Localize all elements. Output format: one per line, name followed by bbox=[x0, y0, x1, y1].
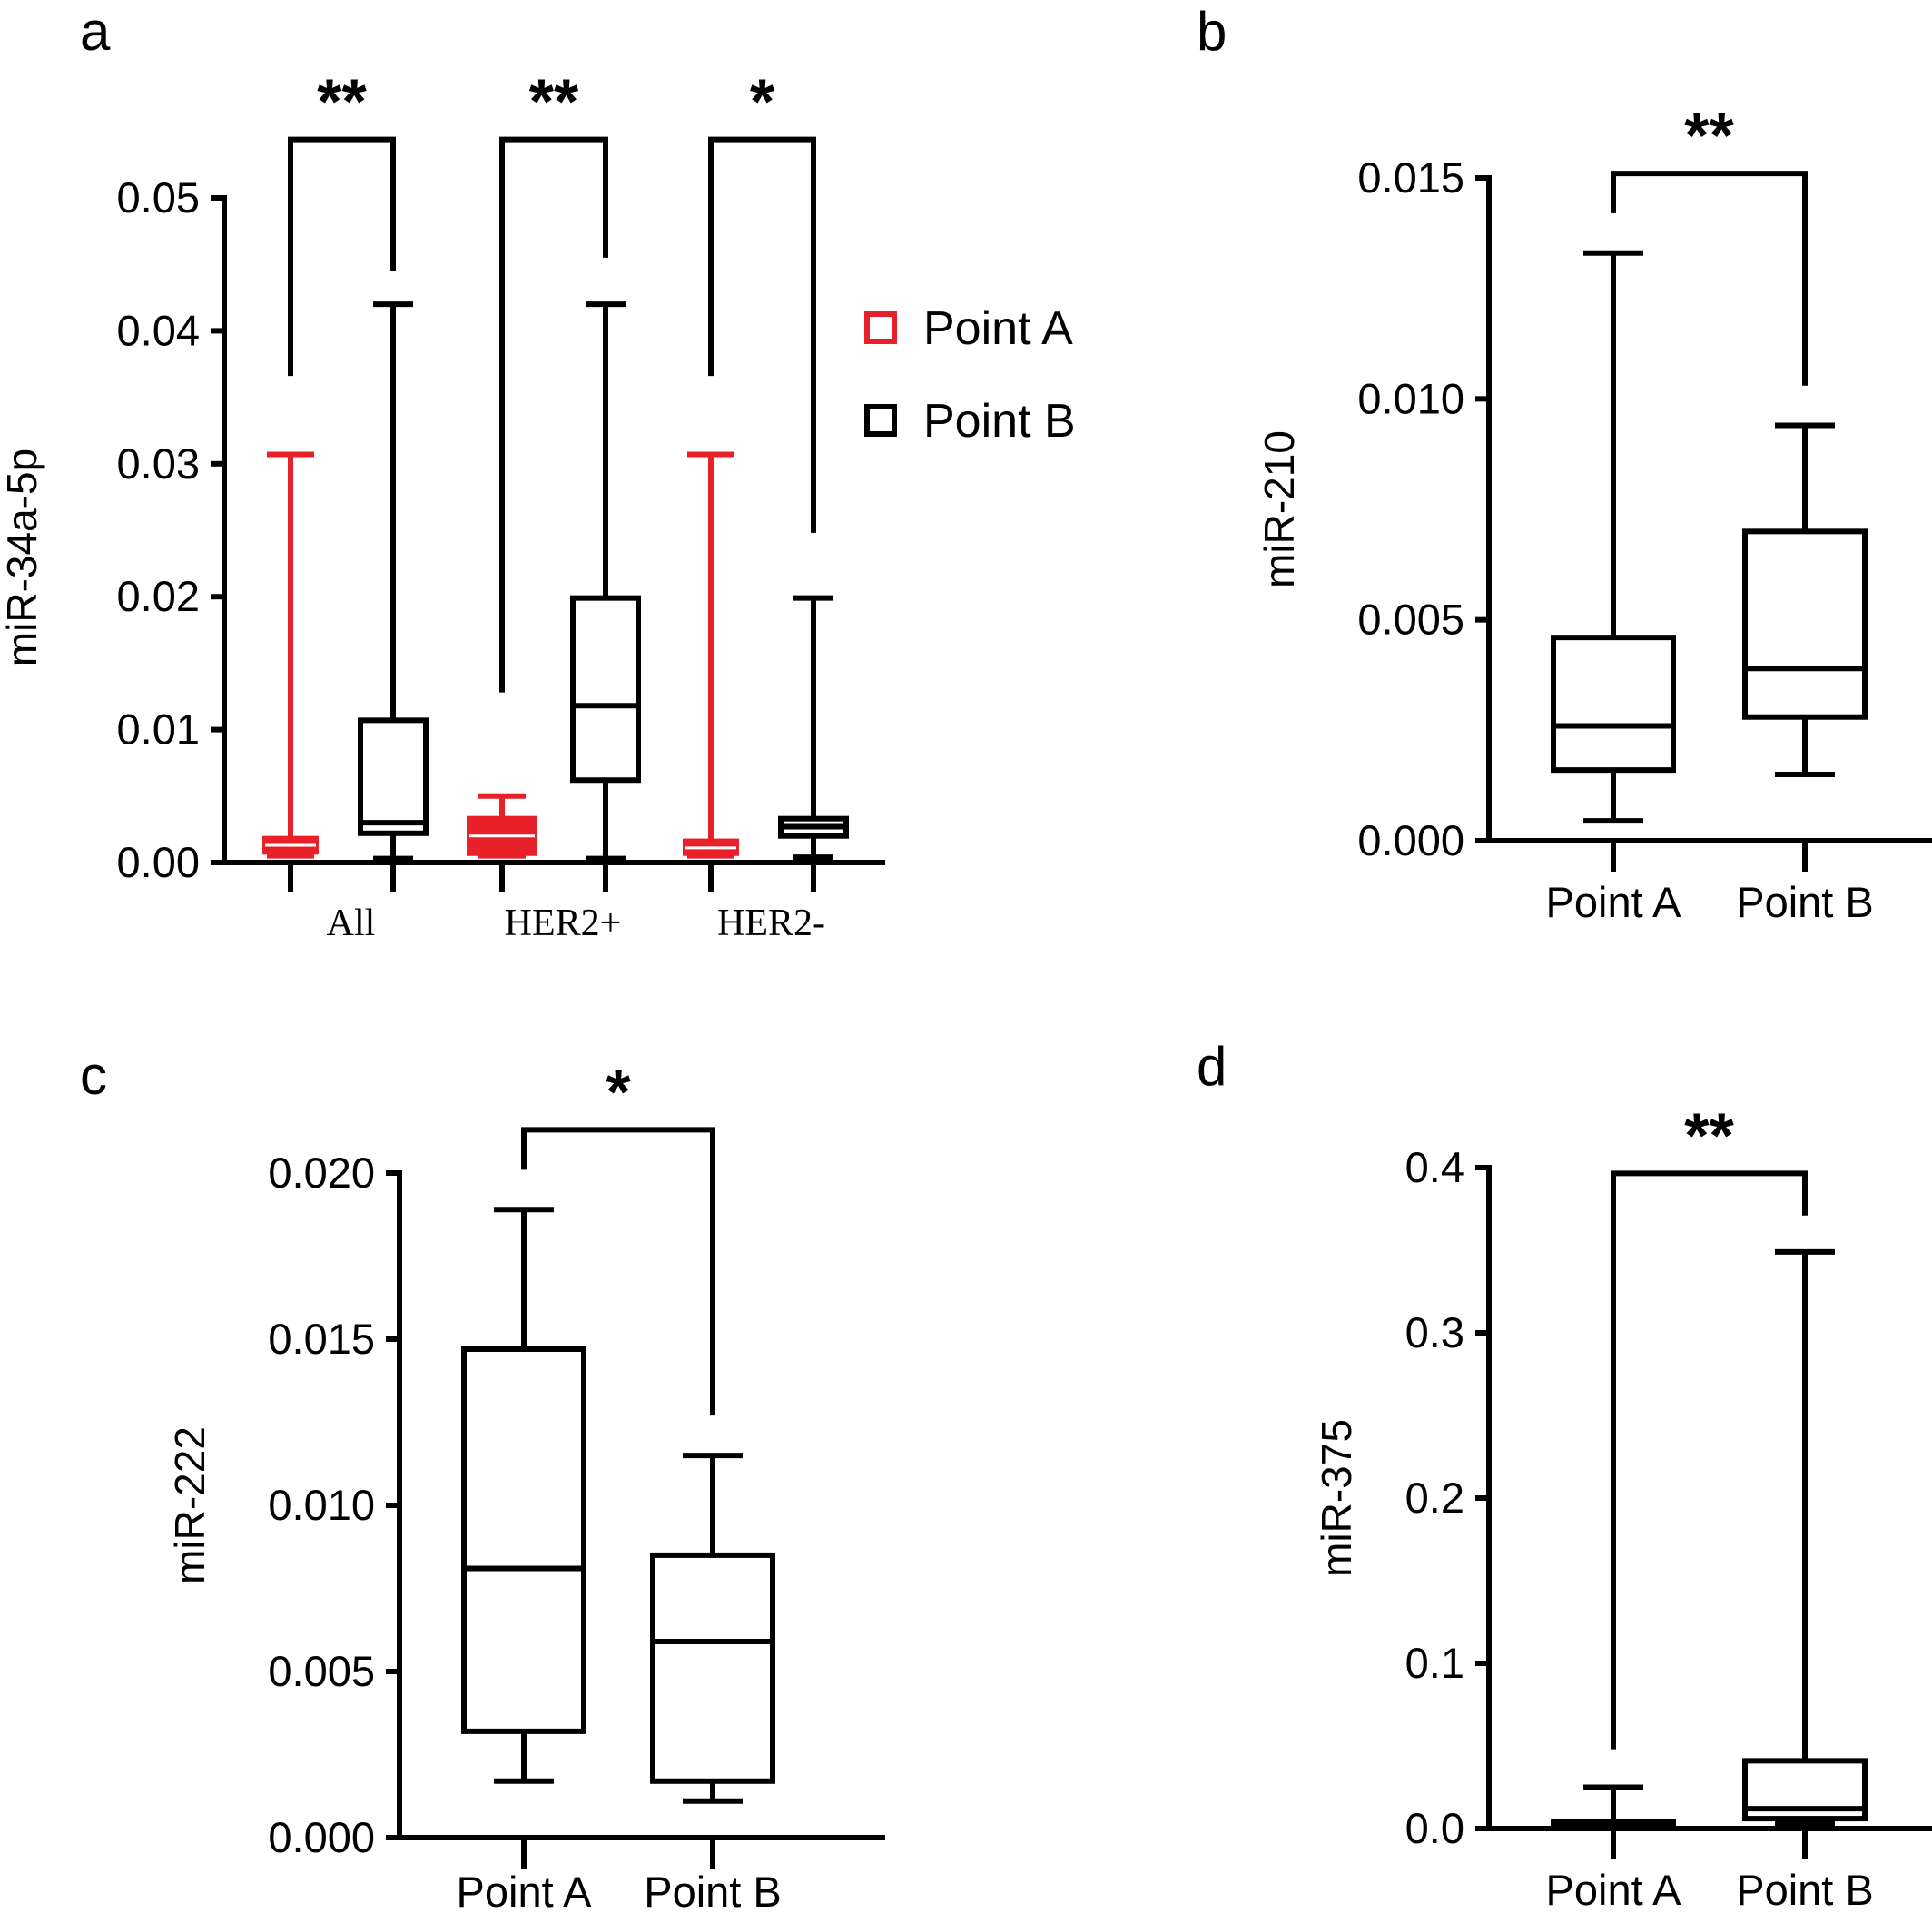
y-tick-label: 0.005 bbox=[268, 1647, 375, 1695]
panel-a: a 0.00 0.01 0.02 0.03 0.04 0.05 miR-34a-5p All HE… bbox=[0, 1, 1076, 944]
x-category-label: Point B bbox=[1736, 878, 1874, 926]
y-tick-label: 0.0 bbox=[1405, 1804, 1464, 1852]
y-tick-label: 0.015 bbox=[1357, 153, 1464, 202]
y-tick-label: 0.005 bbox=[1357, 596, 1464, 644]
significance-bracket bbox=[288, 136, 396, 377]
significance-label: ** bbox=[1684, 100, 1734, 171]
panel-letter: d bbox=[1197, 1036, 1227, 1097]
significance-bracket bbox=[1611, 1170, 1808, 1750]
panel-d: d 0.0 0.1 0.2 0.3 0.4 miR-375 Point A Point B ** bbox=[1197, 1036, 1932, 1913]
panel-letter: c bbox=[80, 1045, 107, 1106]
x-category-label: All bbox=[327, 902, 376, 944]
y-tick-label: 0.00 bbox=[117, 838, 200, 886]
y-axis-label: miR-210 bbox=[1256, 430, 1303, 588]
x-category-label: HER2+ bbox=[505, 902, 622, 944]
legend: Point A Point B bbox=[864, 302, 1076, 448]
y-tick-label: 0.02 bbox=[117, 572, 200, 620]
significance-bracket bbox=[708, 136, 816, 533]
box-point-b bbox=[1742, 528, 1868, 720]
y-tick-label: 0.010 bbox=[1357, 374, 1464, 422]
significance-label: * bbox=[606, 1056, 631, 1127]
x-category-label: Point A bbox=[457, 1868, 593, 1913]
y-tick-label: 0.01 bbox=[117, 705, 200, 754]
x-category-label: HER2- bbox=[717, 902, 825, 944]
significance-bracket bbox=[1611, 171, 1808, 386]
y-tick-label: 0.015 bbox=[268, 1315, 375, 1363]
x-category-label: Point A bbox=[1546, 1866, 1682, 1913]
x-category-label: Point B bbox=[644, 1868, 782, 1913]
box-point-b bbox=[650, 1552, 775, 1784]
legend-label: Point B bbox=[923, 395, 1076, 448]
panel-letter: b bbox=[1197, 1, 1227, 62]
y-tick-label: 0.05 bbox=[117, 173, 200, 222]
x-category-label: Point A bbox=[1546, 878, 1682, 926]
y-tick-label: 0.020 bbox=[268, 1149, 375, 1197]
y-tick-label: 0.3 bbox=[1405, 1308, 1464, 1356]
y-axis-label: miR-375 bbox=[1313, 1419, 1360, 1577]
legend-label: Point A bbox=[923, 302, 1073, 355]
box-all bbox=[358, 717, 429, 836]
legend-swatch-point-a bbox=[864, 311, 897, 344]
y-tick-label: 0.4 bbox=[1405, 1143, 1464, 1191]
y-tick-label: 0.010 bbox=[268, 1481, 375, 1529]
box-point-a bbox=[461, 1346, 586, 1734]
significance-label: * bbox=[750, 66, 775, 137]
panel-c: c 0.000 0.005 0.010 0.015 0.020 miR-222 Point A… bbox=[80, 1045, 885, 1913]
y-axis-label: miR-34a-5p bbox=[0, 449, 45, 666]
y-tick-label: 0.04 bbox=[117, 306, 200, 354]
y-tick-label: 0.03 bbox=[117, 439, 200, 488]
y-axis-label: miR-222 bbox=[166, 1426, 213, 1584]
y-tick-label: 0.000 bbox=[268, 1813, 375, 1861]
significance-bracket bbox=[499, 136, 608, 693]
box-point-a bbox=[1551, 635, 1676, 774]
y-tick-label: 0.000 bbox=[1357, 816, 1464, 864]
y-tick-label: 0.1 bbox=[1405, 1639, 1464, 1687]
y-tick-label: 0.2 bbox=[1405, 1474, 1464, 1522]
panel-b: b 0.000 0.005 0.010 0.015 miR-210 Point A Point… bbox=[1197, 1, 1932, 926]
significance-label: ** bbox=[529, 66, 579, 137]
legend-swatch-point-b bbox=[864, 404, 897, 437]
significance-bracket bbox=[521, 1127, 715, 1416]
box-her2- bbox=[570, 595, 641, 784]
significance-label: ** bbox=[317, 66, 367, 137]
significance-label: ** bbox=[1684, 1099, 1734, 1170]
x-category-label: Point B bbox=[1736, 1866, 1874, 1913]
panel-letter: a bbox=[80, 1, 111, 62]
